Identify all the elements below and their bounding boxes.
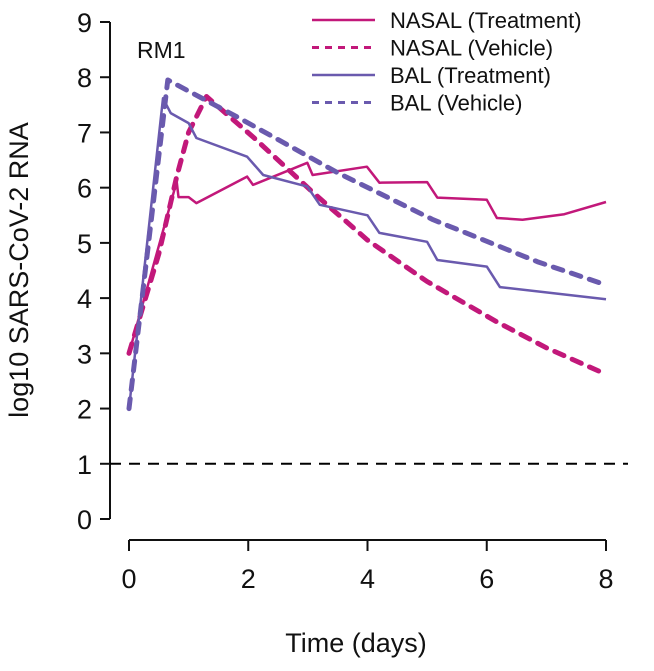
y-tick-label: 2 xyxy=(77,395,92,425)
series-lines xyxy=(126,77,609,412)
legend-label-1: NASAL (Vehicle) xyxy=(390,36,553,61)
series-line-1 xyxy=(126,94,609,377)
legend-label-0: NASAL (Treatment) xyxy=(390,8,582,33)
y-tick-label: 8 xyxy=(77,63,92,93)
y-tick-label: 6 xyxy=(77,174,92,204)
y-tick-label: 1 xyxy=(77,450,92,480)
x-tick-label: 8 xyxy=(598,564,613,594)
y-axis-title: log10 SARS-CoV-2 RNA xyxy=(4,122,34,418)
y-tick-label: 4 xyxy=(77,284,92,314)
x-tick-label: 4 xyxy=(360,564,375,594)
series-line-0 xyxy=(127,161,607,354)
series-line-3 xyxy=(126,77,609,412)
y-tick-label: 9 xyxy=(77,8,92,38)
y-tick-label: 0 xyxy=(77,505,92,535)
y-tick-label: 7 xyxy=(77,118,92,148)
y-axis: 0 1 2 3 4 5 6 7 8 9 xyxy=(77,8,111,535)
legend-label-3: BAL (Vehicle) xyxy=(390,91,522,116)
annotation-rm1: RM1 xyxy=(137,37,186,63)
x-tick-label: 0 xyxy=(121,564,136,594)
x-axis: 0 2 4 6 8 xyxy=(121,539,614,594)
x-tick-label: 2 xyxy=(241,564,256,594)
y-tick-label: 5 xyxy=(77,229,92,259)
legend-label-2: BAL (Treatment) xyxy=(390,63,551,88)
x-tick-label: 6 xyxy=(479,564,494,594)
series-line-2 xyxy=(127,96,607,409)
legend: NASAL (Treatment) NASAL (Vehicle)BAL (Tre… xyxy=(312,8,582,116)
y-tick-label: 3 xyxy=(77,339,92,369)
x-axis-title: Time (days) xyxy=(285,628,427,658)
